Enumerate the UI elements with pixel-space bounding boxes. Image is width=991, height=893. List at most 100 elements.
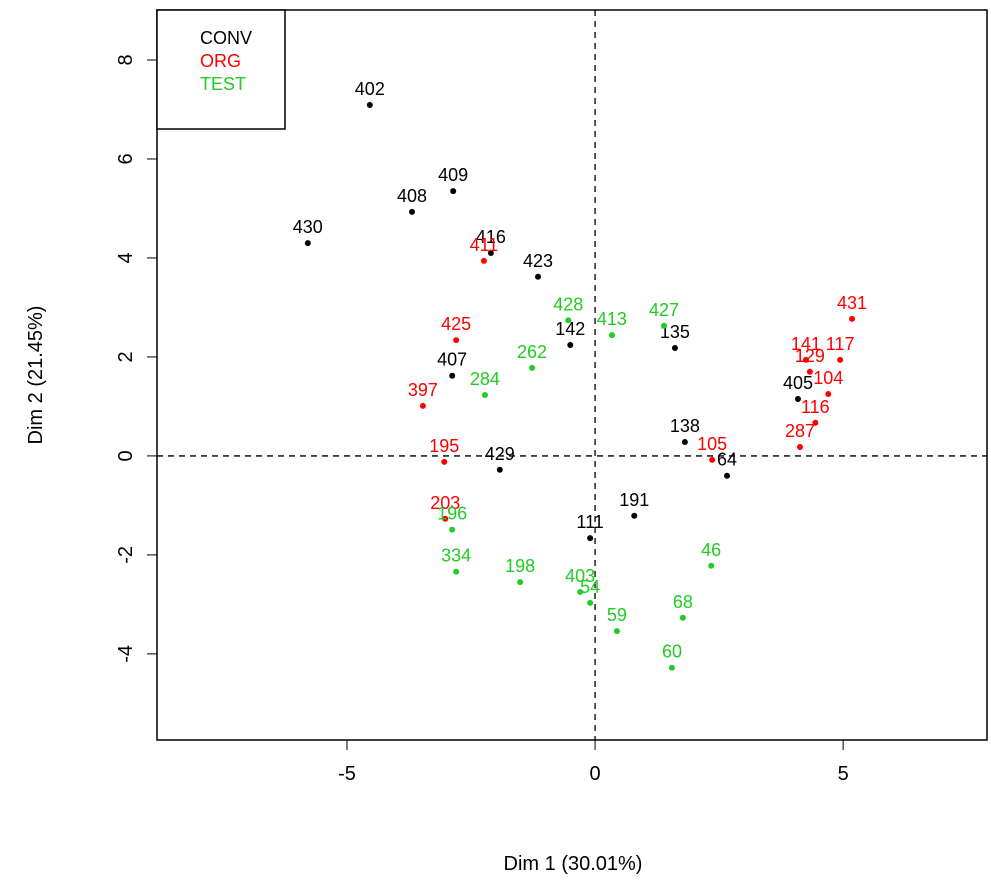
point [481,392,488,399]
point-label: 138 [670,416,700,436]
point-label: 413 [597,309,627,329]
point [419,402,426,409]
y-axis-label: Dim 2 (21.45%) [25,306,47,445]
point-label: 427 [649,300,679,320]
x-tick-label: 5 [838,763,849,785]
point [631,512,638,519]
legend-label: TEST [200,74,246,94]
point [613,628,620,635]
point-label: 423 [523,251,553,271]
point [441,458,448,465]
point-label: 60 [662,642,682,662]
point [449,526,456,533]
point [496,466,503,473]
y-tick-label: 4 [115,252,137,263]
point [480,257,487,264]
point [812,419,819,426]
y-tick-label: 8 [115,54,137,65]
point [806,368,813,375]
point-label: 105 [697,434,727,454]
point [608,332,615,339]
point-label: 403 [565,566,595,586]
point-label: 416 [476,227,506,247]
point [849,315,856,322]
point [671,345,678,352]
point-label: 129 [795,346,825,366]
point-label: 287 [785,421,815,441]
point-label: 429 [485,444,515,464]
point [449,372,456,379]
y-tick-label: 2 [115,351,137,362]
point-label: 409 [438,165,468,185]
point [487,250,494,257]
point [587,599,594,606]
x-tick-label: -5 [338,763,356,785]
point-label: 425 [441,314,471,334]
point [366,102,373,109]
point-label: 135 [660,322,690,342]
point-label: 262 [517,342,547,362]
point [565,317,572,324]
point [679,614,686,621]
point-label: 111 [576,512,603,532]
point-label: 117 [826,334,855,354]
point [668,664,675,671]
point [529,364,536,371]
point-label: 411 [470,235,499,255]
point-label: 402 [355,79,385,99]
point-label: 104 [813,368,843,388]
point-label: 191 [619,490,649,510]
point-label: 430 [293,217,323,237]
point-label: 54 [580,577,600,597]
point [535,273,542,280]
point [450,188,457,195]
point-label: 408 [397,186,427,206]
point-label: 405 [783,373,813,393]
x-tick-label: 0 [590,763,601,785]
y-tick-label: -2 [115,546,137,564]
legend-label: ORG [200,51,241,71]
y-tick-label: 6 [115,153,137,164]
point-label: 431 [837,293,867,313]
point [577,589,584,596]
point [837,356,844,363]
point-label: 59 [607,605,627,625]
point [661,322,668,329]
point-label: 116 [801,397,830,417]
point-label: 46 [701,540,721,560]
point [802,356,809,363]
point-label: 198 [505,556,535,576]
point [304,240,311,247]
point-label: 141 [791,334,821,354]
point [567,342,574,349]
point-label: 142 [555,319,585,339]
point [517,579,524,586]
legend-box [156,9,286,130]
point [453,337,460,344]
point [681,439,688,446]
y-tick-label: -4 [115,645,137,663]
point [709,456,716,463]
point-label: 407 [437,350,467,370]
point-label: 203 [430,493,460,513]
point [825,391,832,398]
point-label: 68 [673,592,693,612]
point-label: 64 [717,450,737,470]
legend-label: CONV [200,28,252,48]
point-label: 195 [429,436,459,456]
y-tick-label: 0 [115,450,137,461]
point [796,444,803,451]
point [453,568,460,575]
point [442,515,449,522]
point [724,472,731,479]
point-label: 428 [553,294,583,314]
point-label: 196 [437,504,467,524]
point [587,535,594,542]
point-label: 334 [441,546,471,566]
plot-frame [156,9,988,741]
point-label: 397 [408,380,438,400]
point [794,396,801,403]
x-axis-label: Dim 1 (30.01%) [504,853,643,875]
point [409,208,416,215]
